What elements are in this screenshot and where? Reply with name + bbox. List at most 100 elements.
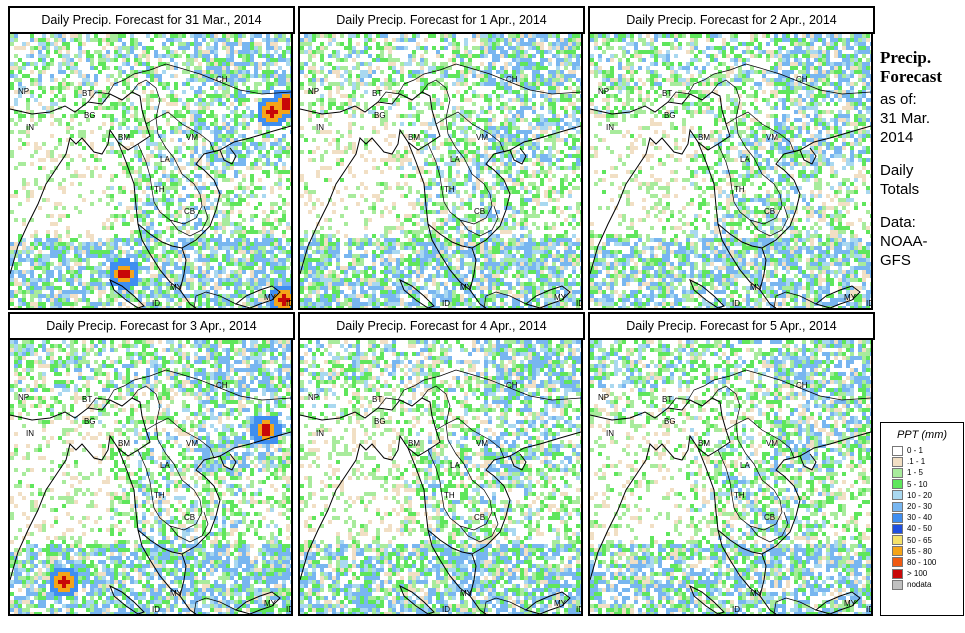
precip-cell: [290, 82, 291, 86]
precip-cell: [170, 246, 174, 250]
precip-cell: [274, 78, 278, 82]
precip-cell: [548, 198, 552, 202]
precip-cell: [154, 50, 158, 54]
precip-cell: [218, 66, 222, 70]
precip-cell: [246, 106, 250, 110]
precip-cell: [238, 70, 242, 74]
precip-cell: [98, 198, 102, 202]
precip-cell: [138, 122, 142, 126]
precip-cell: [560, 258, 564, 262]
precip-cell: [540, 254, 544, 258]
precip-cell: [66, 282, 70, 286]
precip-cell: [388, 62, 392, 66]
precip-cell: [246, 262, 250, 266]
precip-cell: [214, 302, 218, 306]
precip-cell: [524, 158, 528, 162]
precip-cell: [372, 38, 376, 42]
precip-cell: [270, 106, 274, 110]
precip-cell: [468, 230, 472, 234]
precip-cell: [512, 58, 516, 62]
precip-cell: [174, 110, 178, 114]
precip-cell: [26, 182, 30, 186]
precip-cell: [34, 302, 38, 306]
precip-cell: [392, 238, 396, 242]
precip-cell: [536, 42, 540, 46]
precip-cell: [202, 294, 206, 298]
precip-cell: [336, 162, 340, 166]
precip-cell: [218, 306, 222, 308]
precip-cell: [162, 202, 166, 206]
precip-cell: [170, 250, 174, 254]
precip-cell: [98, 54, 102, 58]
precip-cell: [150, 70, 154, 74]
precip-cell: [440, 218, 444, 222]
precip-cell: [10, 38, 14, 42]
precip-cell: [556, 98, 560, 102]
precip-cell: [86, 250, 90, 254]
precip-cell: [70, 246, 74, 250]
precip-cell: [282, 82, 286, 86]
precip-cell: [408, 58, 412, 62]
precip-cell: [106, 238, 110, 242]
precip-cell: [22, 162, 26, 166]
precip-cell: [62, 242, 66, 246]
precip-cell: [568, 70, 572, 74]
precip-cell: [214, 282, 218, 286]
precip-cell: [194, 146, 198, 150]
precip-cell: [170, 234, 174, 238]
precip-cell: [580, 214, 581, 218]
precip-cell: [420, 258, 424, 262]
precip-cell: [520, 194, 524, 198]
precip-cell: [524, 90, 528, 94]
precip-cell: [134, 78, 138, 82]
precip-cell: [198, 118, 202, 122]
precip-cell: [42, 270, 46, 274]
precip-cell: [332, 250, 336, 254]
precip-cell: [142, 118, 146, 122]
precip-cell: [254, 90, 258, 94]
precip-cell: [274, 202, 278, 206]
precip-cell: [540, 102, 544, 106]
precip-cell: [130, 198, 134, 202]
precip-cell: [70, 286, 74, 290]
precip-cell: [492, 214, 496, 218]
precip-cell: [210, 226, 214, 230]
precip-cell: [38, 302, 42, 306]
precip-cell: [396, 38, 400, 42]
precip-cell: [262, 294, 266, 298]
precip-cell: [98, 42, 102, 46]
precip-cell: [106, 134, 110, 138]
precip-cell: [356, 86, 360, 90]
precip-cell: [134, 266, 138, 270]
precip-cell: [202, 234, 206, 238]
precip-cell: [348, 74, 352, 78]
precip-cell: [384, 118, 388, 122]
precip-cell: [274, 286, 278, 290]
precip-cell: [18, 234, 22, 238]
precip-cell: [424, 86, 428, 90]
precip-cell: [488, 110, 492, 114]
precip-cell: [226, 154, 230, 158]
precip-cell: [150, 262, 154, 266]
precip-cell: [536, 62, 540, 66]
precip-cell: [500, 38, 504, 42]
precip-cell: [384, 182, 388, 186]
precip-cell: [58, 218, 62, 222]
precip-cell: [130, 46, 134, 50]
precip-cell: [274, 138, 278, 142]
precip-cell: [278, 282, 282, 286]
precip-cell: [194, 306, 198, 308]
precip-cell: [150, 38, 154, 42]
precip-cell: [368, 46, 372, 50]
precip-cell: [468, 174, 472, 178]
precip-cell: [242, 226, 246, 230]
precip-cell: [420, 82, 424, 86]
precip-cell: [368, 150, 372, 154]
precip-cell: [110, 214, 114, 218]
precip-cell: [226, 294, 230, 298]
precip-cell: [258, 250, 262, 254]
precip-cell: [328, 122, 332, 126]
precip-cell: [42, 166, 46, 170]
precip-cell: [464, 218, 468, 222]
precip-cell: [238, 210, 242, 214]
